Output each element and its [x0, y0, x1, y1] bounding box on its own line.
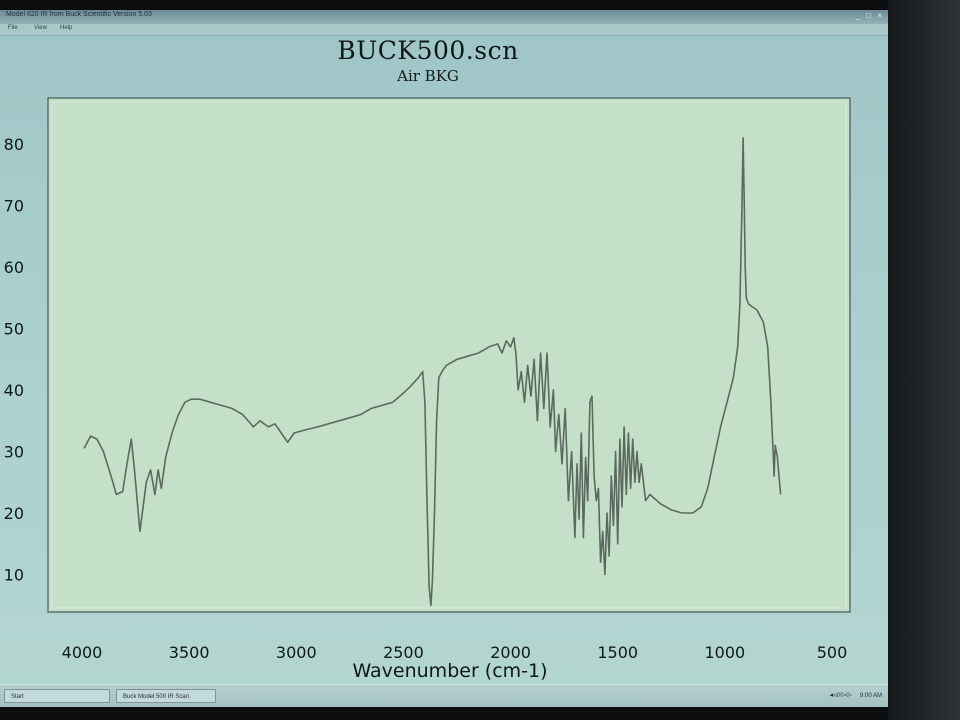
taskbar: Start Buck Model 500 IR Scan ◂◃◊◊▫◊◦ 9:0…: [0, 684, 888, 707]
y-tick-label: 40: [4, 381, 24, 400]
menu-item-help[interactable]: Help: [60, 25, 73, 31]
x-axis-label: Wavenumber (cm-1): [352, 660, 547, 682]
x-tick-label: 500: [817, 643, 848, 662]
tray-clock: 9:00 AM: [859, 693, 882, 699]
menu-bar: File View Help: [0, 24, 888, 36]
taskbar-task-buck-scan[interactable]: Buck Model 500 IR Scan: [116, 689, 216, 703]
y-tick-label: 80: [4, 135, 24, 154]
x-axis: 4000 3500 3000 2500 2000 1500 1000 500: [62, 643, 848, 662]
window-controls[interactable]: _ □ ×: [855, 11, 884, 20]
y-axis: 10 20 30 40 50 60 70 80: [4, 135, 24, 585]
x-tick-label: 1000: [704, 643, 745, 662]
system-tray: ◂◃◊◊▫◊◦ 9:00 AM: [830, 691, 882, 699]
menu-item-file[interactable]: File: [8, 25, 18, 31]
spectrum-title: BUCK500.scn: [337, 36, 519, 65]
x-tick-label: 2000: [490, 643, 531, 662]
title-bar[interactable]: Model 620 IR from Buck Scientific Versio…: [0, 10, 888, 24]
y-tick-label: 50: [4, 320, 24, 339]
spectrum-series-line: [83, 137, 782, 607]
y-tick-label: 30: [4, 443, 24, 462]
y-tick-label: 20: [4, 504, 24, 523]
plot-area-inner-border: [51, 101, 847, 609]
y-tick-label: 70: [4, 197, 24, 216]
ir-spectrum-chart: 10 20 30 40 50 60 70 80 4000 3500 3000 2500 2000 150…: [4, 97, 851, 682]
spectrum-subtitle: Air BKG: [397, 67, 459, 85]
x-tick-label: 2500: [383, 643, 424, 662]
monitor-bezel: [888, 0, 960, 720]
x-tick-label: 3500: [169, 643, 210, 662]
plot-area: [47, 97, 851, 613]
tray-icons[interactable]: ◂◃◊◊▫◊◦: [829, 692, 853, 699]
x-tick-label: 1500: [597, 643, 638, 662]
y-tick-label: 10: [4, 566, 24, 585]
app-window: Model 620 IR from Buck Scientific Versio…: [0, 10, 888, 707]
window-title: Model 620 IR from Buck Scientific Versio…: [6, 11, 152, 18]
y-tick-label: 60: [4, 258, 24, 277]
x-tick-label: 3000: [276, 643, 317, 662]
start-button[interactable]: Start: [4, 689, 110, 703]
menu-item-view[interactable]: View: [34, 25, 47, 31]
x-tick-label: 4000: [62, 643, 103, 662]
